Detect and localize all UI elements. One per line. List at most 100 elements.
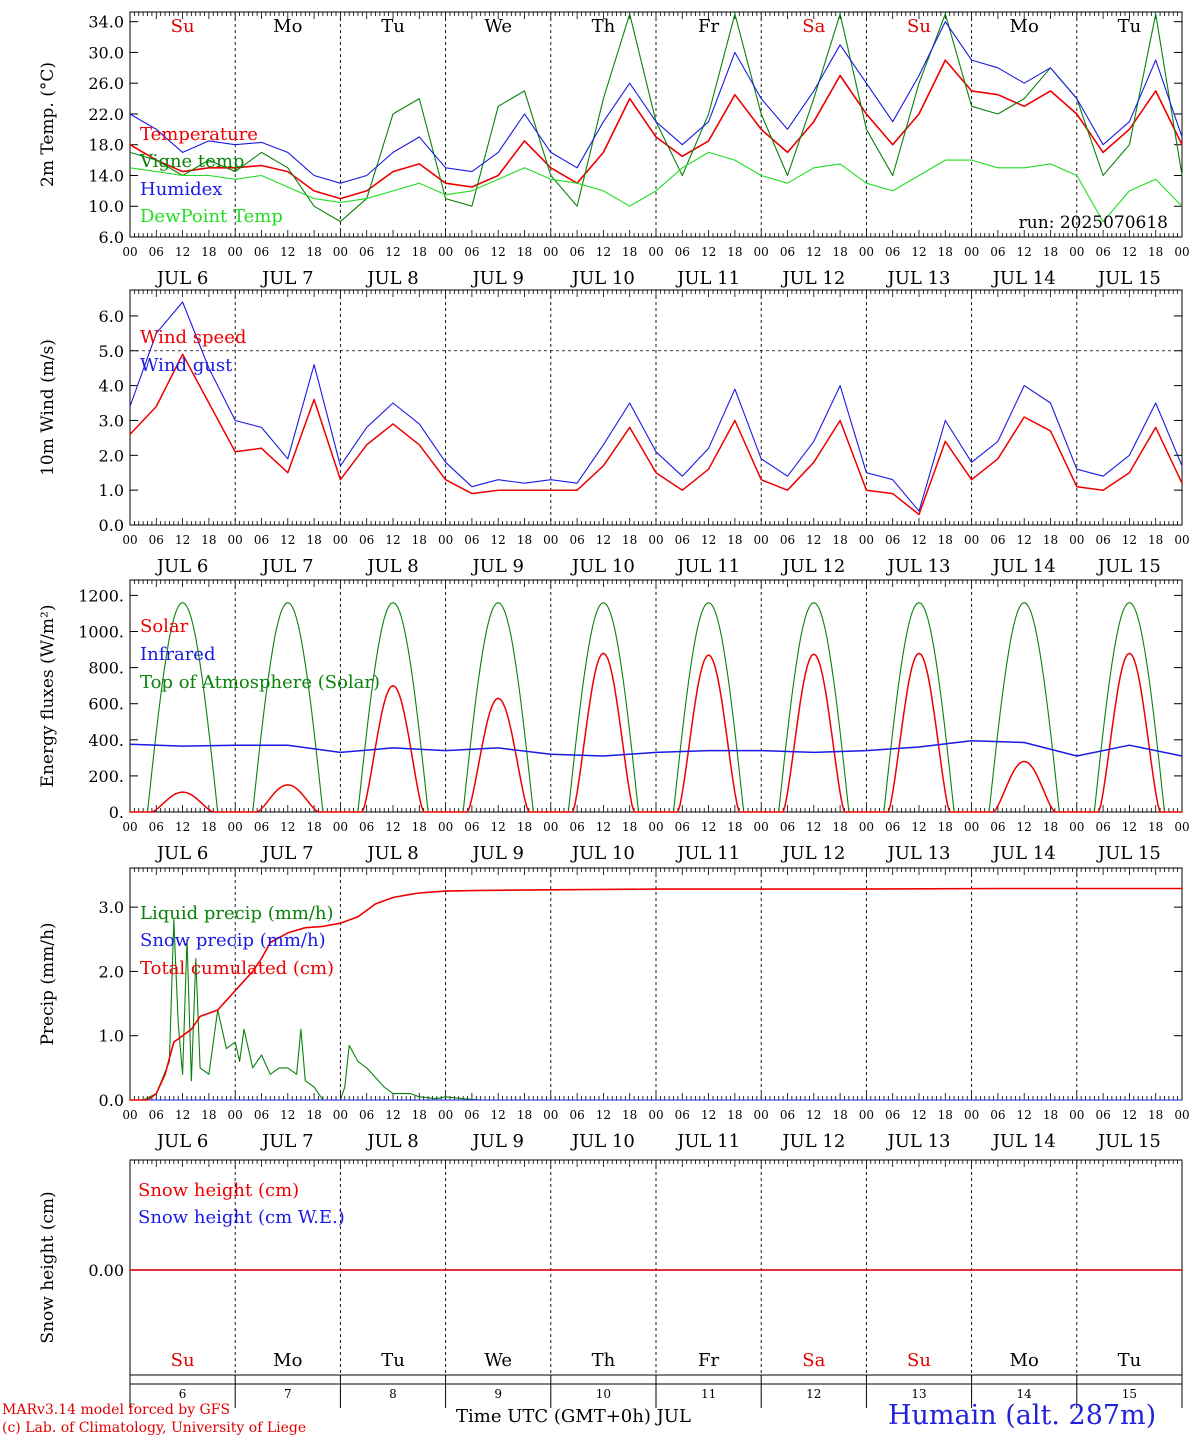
hour-tick-label: 00 — [754, 245, 769, 259]
y-tick-label: 200. — [88, 767, 124, 786]
hour-tick-label: 06 — [359, 245, 374, 259]
hour-tick-label: 18 — [622, 533, 637, 547]
y-tick-label: 3.0 — [99, 898, 124, 917]
hour-tick-label: 18 — [412, 533, 427, 547]
hour-tick-label: 00 — [964, 820, 979, 834]
day-date-label: JUL 7 — [260, 1131, 314, 1152]
hour-tick-label: 12 — [280, 533, 295, 547]
weekday-label: Tu — [1118, 1350, 1142, 1371]
day-date-label: JUL 14 — [991, 556, 1056, 577]
hour-tick-label: 00 — [438, 1108, 453, 1122]
day-date-label: JUL 8 — [365, 1131, 419, 1152]
hour-tick-label: 00 — [648, 533, 663, 547]
hour-tick-label: 12 — [385, 820, 400, 834]
hour-tick-label: 12 — [491, 245, 506, 259]
y-tick-label: 6.0 — [99, 307, 124, 326]
day-date-label: JUL 6 — [155, 556, 209, 577]
hour-tick-label: 06 — [675, 533, 690, 547]
legend-entry: Snow height (cm W.E.) — [138, 1207, 345, 1228]
day-date-label: JUL 7 — [260, 556, 314, 577]
hour-tick-label: 00 — [333, 1108, 348, 1122]
y-tick-label: 5.0 — [99, 342, 124, 361]
day-number-label: 9 — [494, 1387, 502, 1401]
hour-tick-label: 12 — [491, 533, 506, 547]
hour-tick-label: 06 — [675, 1108, 690, 1122]
day-date-label: JUL 9 — [470, 556, 524, 577]
hour-tick-label: 06 — [149, 533, 164, 547]
hour-tick-label: 06 — [990, 1108, 1005, 1122]
hour-tick-label: 18 — [938, 533, 953, 547]
y-axis-label: Snow height (cm) — [38, 1191, 58, 1343]
y-tick-label: 10.0 — [88, 197, 124, 216]
legend-entry: Snow height (cm) — [138, 1180, 299, 1201]
weekday-label: Sa — [802, 1350, 825, 1371]
y-tick-label: 1000. — [78, 623, 124, 642]
hour-tick-label: 00 — [859, 820, 874, 834]
hour-tick-label: 12 — [911, 245, 926, 259]
day-date-label: JUL 10 — [570, 268, 635, 289]
y-tick-label: 22.0 — [88, 105, 124, 124]
hour-tick-label: 00 — [228, 533, 243, 547]
day-date-label: JUL 12 — [780, 1131, 845, 1152]
hour-tick-label: 18 — [1148, 820, 1163, 834]
hour-tick-label: 06 — [254, 820, 269, 834]
hour-tick-label: 06 — [464, 820, 479, 834]
hour-tick-label: 06 — [885, 533, 900, 547]
weekday-label: We — [484, 16, 512, 37]
hour-tick-label: 00 — [859, 1108, 874, 1122]
day-date-label: JUL 9 — [470, 843, 524, 864]
hour-tick-label: 00 — [1174, 533, 1189, 547]
hour-tick-label: 12 — [175, 533, 190, 547]
hour-tick-label: 06 — [464, 245, 479, 259]
hour-tick-label: 18 — [201, 245, 216, 259]
hour-tick-label: 18 — [1043, 820, 1058, 834]
day-date-label: JUL 7 — [260, 268, 314, 289]
y-tick-label: 1200. — [78, 586, 124, 605]
day-date-label: JUL 15 — [1096, 556, 1161, 577]
day-date-label: JUL 10 — [570, 556, 635, 577]
hour-tick-label: 18 — [832, 533, 847, 547]
y-tick-label: 400. — [88, 731, 124, 750]
day-number-label: 8 — [389, 1387, 397, 1401]
hour-tick-label: 00 — [228, 1108, 243, 1122]
hour-tick-label: 06 — [885, 820, 900, 834]
hour-tick-label: 06 — [254, 1108, 269, 1122]
weekday-label: Tu — [381, 16, 405, 37]
y-tick-label: 0.0 — [99, 516, 124, 535]
hour-tick-label: 06 — [149, 1108, 164, 1122]
hour-tick-label: 00 — [1069, 533, 1084, 547]
hour-tick-label: 06 — [149, 820, 164, 834]
hour-tick-label: 06 — [149, 245, 164, 259]
hour-tick-label: 12 — [491, 820, 506, 834]
hour-ticks — [129, 12, 1183, 237]
run-label: run: 2025070618 — [1019, 213, 1168, 233]
hour-tick-label: 06 — [990, 820, 1005, 834]
hour-tick-label: 06 — [569, 245, 584, 259]
day-date-label: JUL 15 — [1096, 268, 1161, 289]
hour-tick-label: 06 — [675, 820, 690, 834]
day-date-label: JUL 13 — [886, 556, 951, 577]
weekday-label: Th — [592, 1350, 616, 1371]
legend-entry: Wind speed — [140, 327, 246, 348]
hour-tick-label: 18 — [727, 1108, 742, 1122]
legend-entry: Humidex — [140, 179, 222, 200]
hour-tick-label: 00 — [1069, 820, 1084, 834]
hour-tick-label: 18 — [938, 820, 953, 834]
hour-tick-label: 12 — [806, 1108, 821, 1122]
hour-tick-label: 12 — [280, 245, 295, 259]
day-date-label: JUL 9 — [470, 1131, 524, 1152]
hour-tick-label: 06 — [780, 820, 795, 834]
panel-frame-1 — [129, 11, 1183, 238]
day-date-label: JUL 11 — [675, 1131, 740, 1152]
hour-tick-label: 12 — [1017, 533, 1032, 547]
liquid-precip-line — [130, 919, 1182, 1101]
hour-tick-label: 12 — [1017, 1108, 1032, 1122]
hour-tick-label: 12 — [175, 1108, 190, 1122]
hour-tick-label: 18 — [306, 820, 321, 834]
hour-tick-label: 18 — [412, 245, 427, 259]
hour-tick-label: 18 — [938, 1108, 953, 1122]
day-date-label: JUL 6 — [155, 1131, 209, 1152]
hour-tick-label: 18 — [1043, 245, 1058, 259]
hour-tick-label: 12 — [701, 533, 716, 547]
hour-tick-label: 18 — [201, 533, 216, 547]
